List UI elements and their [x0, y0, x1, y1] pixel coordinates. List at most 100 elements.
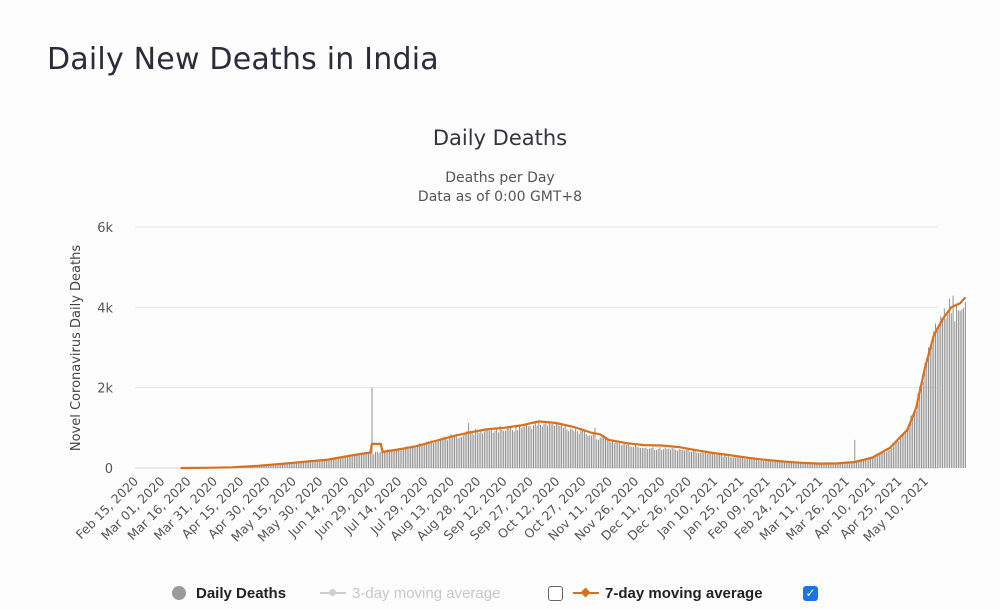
bar-daily-deaths	[731, 457, 733, 468]
bar-daily-deaths	[348, 454, 350, 468]
bar-daily-deaths	[413, 445, 415, 468]
legend-item-daily-deaths[interactable]: Daily Deaths	[172, 581, 286, 605]
bar-daily-deaths	[864, 459, 866, 468]
bar-daily-deaths	[357, 453, 359, 468]
bar-daily-deaths	[269, 465, 271, 468]
bar-daily-deaths	[771, 461, 773, 468]
bar-daily-deaths	[806, 463, 808, 468]
bar-daily-deaths	[410, 447, 412, 468]
bar-daily-deaths	[271, 465, 273, 468]
bar-daily-deaths	[863, 460, 865, 468]
bar-daily-deaths	[915, 411, 917, 468]
bar-daily-deaths	[652, 447, 654, 468]
bar-daily-deaths	[540, 424, 542, 468]
bar-daily-deaths	[706, 453, 708, 468]
legend-label: 7-day moving average	[605, 584, 763, 602]
bar-daily-deaths	[748, 459, 750, 468]
bar-daily-deaths	[524, 424, 526, 468]
bar-daily-deaths	[403, 447, 405, 468]
bar-daily-deaths	[350, 456, 352, 468]
bar-daily-deaths	[548, 422, 550, 468]
legend-label: Daily Deaths	[196, 584, 287, 602]
bar-daily-deaths	[850, 462, 852, 468]
legend: Daily Deaths 3-day moving average 7-day …	[0, 581, 1000, 605]
bar-daily-deaths	[633, 446, 635, 468]
bar-daily-deaths	[576, 431, 578, 468]
bar-daily-deaths	[452, 436, 454, 468]
bar-daily-deaths	[538, 421, 540, 468]
bar-daily-deaths	[420, 444, 422, 468]
bar-daily-deaths	[294, 463, 296, 468]
bar-daily-deaths	[396, 449, 398, 468]
y-tick-label: 0	[105, 462, 113, 477]
legend-item-7-day-average[interactable]: 7-day moving average	[573, 581, 763, 605]
bar-daily-deaths	[829, 463, 831, 468]
bar-daily-deaths	[292, 463, 294, 468]
bar-daily-deaths	[833, 464, 835, 468]
bar-daily-deaths	[763, 461, 764, 468]
bar-daily-deaths	[436, 441, 438, 468]
bar-daily-deaths	[913, 413, 915, 468]
y-tick-label: 2k	[97, 382, 113, 397]
bar-daily-deaths	[331, 458, 333, 468]
bar-daily-deaths	[720, 454, 722, 468]
bar-daily-deaths	[617, 443, 619, 468]
bar-daily-deaths	[448, 438, 450, 468]
bar-daily-deaths	[631, 446, 633, 468]
bar-daily-deaths	[648, 448, 650, 468]
bar-daily-deaths	[299, 462, 301, 468]
bar-daily-deaths	[364, 454, 366, 468]
toggle-7-day-checkbox[interactable]: ✓	[803, 586, 818, 601]
bar-daily-deaths	[610, 442, 612, 468]
y-axis-label: Novel Coronavirus Daily Deaths	[69, 245, 84, 451]
bar-daily-deaths	[497, 432, 499, 468]
bar-daily-deaths	[596, 439, 598, 468]
bar-daily-deaths	[397, 447, 399, 468]
bar-daily-deaths	[678, 449, 680, 468]
bar-daily-deaths	[734, 457, 736, 468]
bar-daily-deaths	[634, 444, 636, 468]
bar-daily-deaths	[933, 330, 935, 468]
bar-daily-deaths	[378, 452, 380, 468]
bar-daily-deaths	[499, 426, 501, 468]
bar-daily-deaths	[466, 430, 468, 468]
bar-daily-deaths	[689, 451, 691, 468]
bar-daily-deaths	[513, 431, 515, 468]
bar-daily-deaths	[759, 460, 761, 468]
bar-daily-deaths	[399, 450, 401, 468]
bar-daily-deaths	[297, 462, 299, 468]
bar-daily-deaths	[301, 462, 303, 468]
bar-daily-deaths	[741, 458, 743, 468]
bar-daily-deaths	[727, 456, 729, 468]
bar-daily-deaths	[813, 463, 815, 468]
bar-daily-deaths	[684, 450, 685, 468]
bar-daily-deaths	[406, 446, 408, 468]
bar-daily-deaths	[840, 463, 842, 468]
bar-daily-deaths	[777, 461, 779, 468]
bar-daily-deaths	[450, 434, 452, 468]
bar-daily-deaths	[887, 450, 889, 468]
bar-daily-deaths	[945, 318, 947, 468]
toggle-3-day-checkbox[interactable]	[548, 586, 563, 601]
bar-daily-deaths	[691, 452, 692, 468]
bar-daily-deaths	[417, 445, 419, 468]
bar-daily-deaths	[705, 452, 707, 468]
bar-daily-deaths	[942, 318, 944, 468]
bar-daily-deaths	[815, 463, 817, 468]
bar-daily-deaths	[729, 457, 731, 468]
bar-daily-deaths	[287, 463, 289, 468]
bar-daily-deaths	[508, 426, 510, 468]
bar-daily-deaths	[654, 449, 656, 468]
bar-daily-deaths	[956, 303, 958, 468]
bar-daily-deaths	[917, 393, 919, 468]
bar-daily-deaths	[964, 302, 966, 468]
bar-daily-deaths	[536, 425, 538, 468]
bar-daily-deaths	[878, 453, 880, 468]
legend-item-3-day-average[interactable]: 3-day moving average	[320, 581, 500, 605]
bar-daily-deaths	[257, 466, 259, 468]
bar-daily-deaths	[827, 463, 829, 468]
bar-daily-deaths	[752, 459, 754, 468]
bar-daily-deaths	[517, 430, 519, 468]
bar-daily-deaths	[801, 463, 803, 468]
bar-daily-deaths	[589, 435, 591, 468]
